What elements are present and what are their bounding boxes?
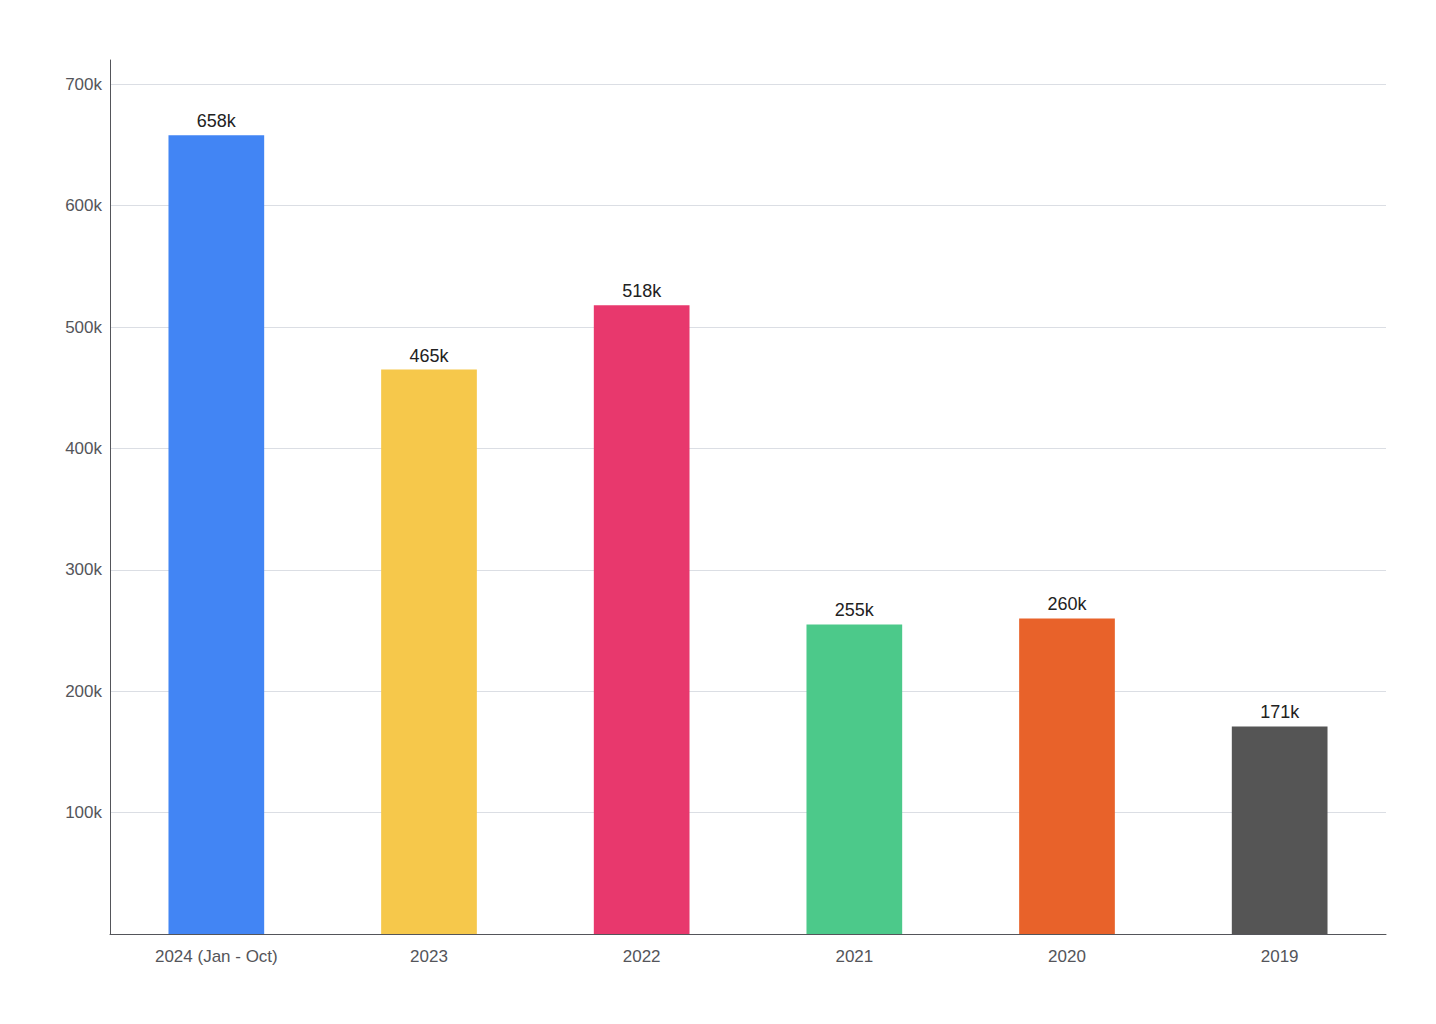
svg-text:300k: 300k xyxy=(65,560,102,579)
svg-text:2024 (Jan - Oct): 2024 (Jan - Oct) xyxy=(155,947,278,966)
svg-text:2021: 2021 xyxy=(835,947,873,966)
svg-text:200k: 200k xyxy=(65,682,102,701)
svg-text:260k: 260k xyxy=(1047,594,1087,614)
svg-text:700k: 700k xyxy=(65,75,102,94)
svg-text:500k: 500k xyxy=(65,318,102,337)
svg-text:658k: 658k xyxy=(197,111,237,131)
svg-text:2022: 2022 xyxy=(623,947,661,966)
svg-text:600k: 600k xyxy=(65,196,102,215)
svg-text:255k: 255k xyxy=(835,600,875,620)
svg-text:2019: 2019 xyxy=(1261,947,1299,966)
svg-text:2020: 2020 xyxy=(1048,947,1086,966)
svg-text:171k: 171k xyxy=(1260,702,1300,722)
svg-text:100k: 100k xyxy=(65,803,102,822)
svg-text:2023: 2023 xyxy=(410,947,448,966)
svg-text:465k: 465k xyxy=(409,346,449,366)
svg-text:518k: 518k xyxy=(622,281,662,301)
svg-text:400k: 400k xyxy=(65,439,102,458)
